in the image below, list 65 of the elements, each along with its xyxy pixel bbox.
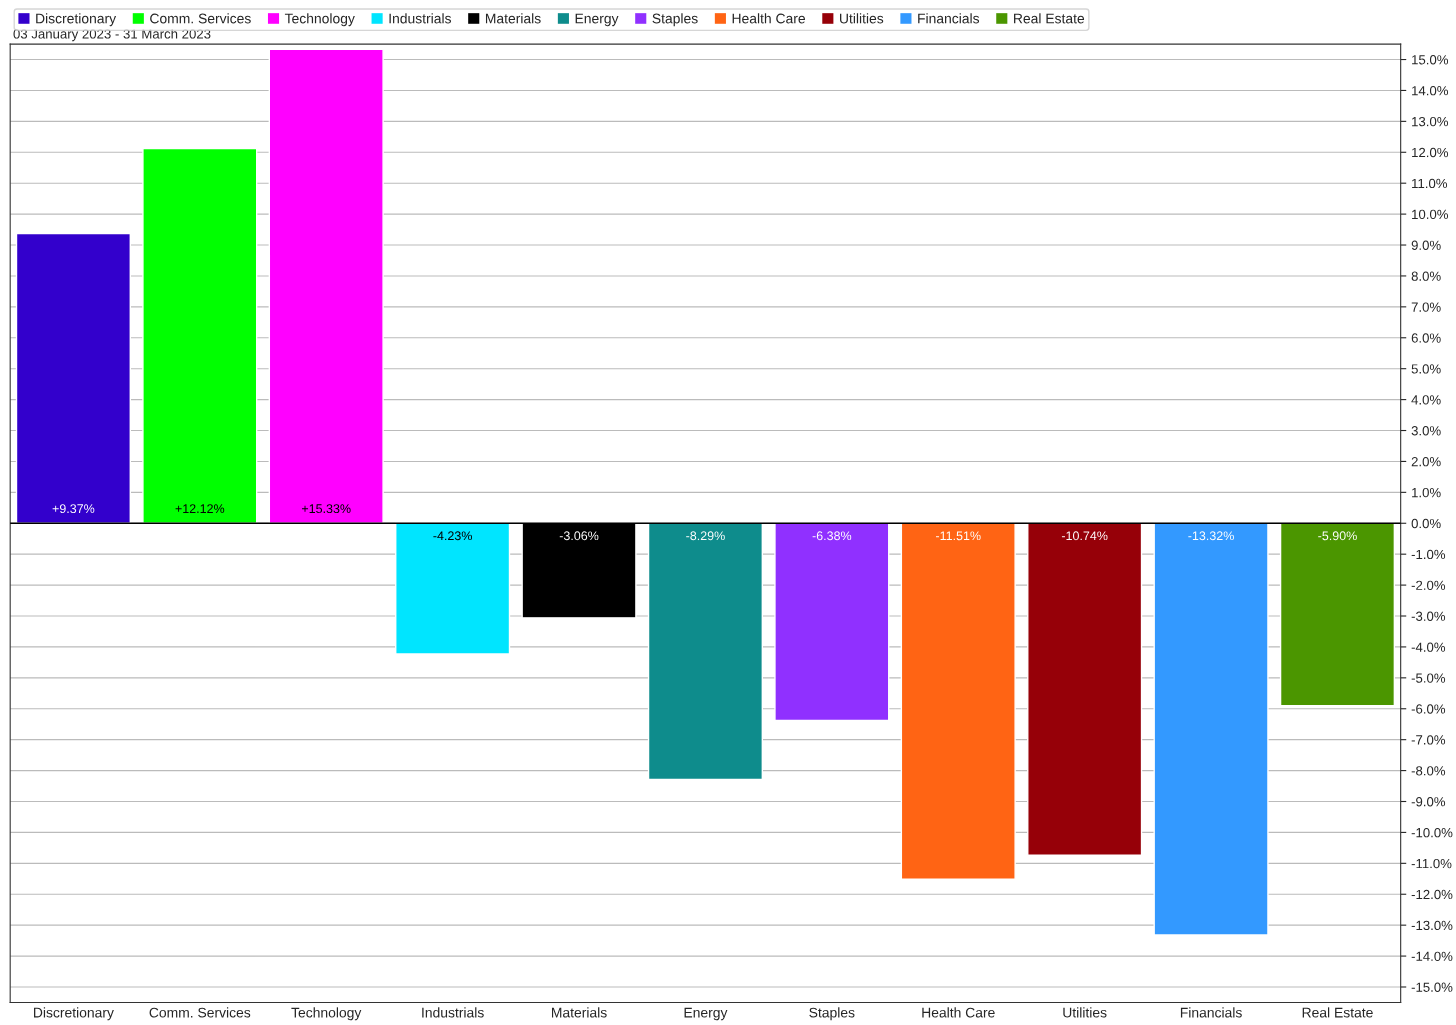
y-tick-label: -11.0% [1411, 858, 1452, 869]
data-label: -3.06% [559, 531, 599, 541]
x-tick-label: Real Estate [1302, 1007, 1373, 1018]
legend-label: Health Care [732, 13, 805, 24]
data-label: -8.29% [686, 531, 725, 541]
legend-label: Real Estate [1014, 13, 1085, 24]
y-tick-label: 14.0% [1412, 86, 1449, 96]
y-tick-label: -12.0% [1411, 889, 1453, 900]
chart-subtitle: 03 January 2023 - 31 March 2023 [13, 28, 211, 42]
x-tick-label: Materials [551, 1007, 607, 1018]
x-tick-label: Industrials [422, 1007, 484, 1018]
data-label: -6.38% [812, 531, 852, 541]
x-tick-label: Utilities [1063, 1007, 1107, 1018]
data-label: +12.12% [175, 504, 225, 514]
y-tick-label: 10.0% [1412, 209, 1449, 220]
y-tick-label: 13.0% [1412, 116, 1449, 127]
y-tick-label: -10.0% [1411, 827, 1453, 838]
legend-label: Comm. Services [150, 13, 251, 24]
y-tick-label: 1.0% [1412, 487, 1441, 498]
y-tick-label: -15.0% [1411, 982, 1453, 992]
legend-label: Industrials [389, 13, 452, 24]
x-tick-label: Energy [684, 1007, 728, 1021]
data-label: +15.33% [301, 504, 351, 514]
y-tick-label: 12.0% [1412, 147, 1449, 158]
y-tick-label: 9.0% [1411, 240, 1441, 250]
x-tick-label: Comm. Services [149, 1007, 251, 1018]
y-tick-label: 0.0% [1411, 518, 1441, 529]
y-tick-label: 8.0% [1411, 271, 1441, 281]
y-tick-label: 3.0% [1411, 426, 1441, 436]
y-tick-label: -4.0% [1411, 642, 1446, 652]
y-tick-label: -13.0% [1411, 920, 1453, 931]
data-label: -5.90% [1318, 531, 1357, 541]
y-tick-label: -3.0% [1411, 611, 1446, 621]
y-tick-label: 7.0% [1411, 302, 1441, 312]
y-tick-label: 2.0% [1411, 457, 1441, 467]
legend-label: Discretionary [36, 13, 117, 27]
y-tick-label: -2.0% [1411, 580, 1446, 590]
x-tick-label: Technology [291, 1007, 362, 1021]
y-tick-label: 4.0% [1411, 395, 1441, 405]
data-label: -4.23% [433, 531, 472, 541]
y-tick-label: -7.0% [1411, 735, 1446, 745]
x-tick-label: Discretionary [34, 1007, 114, 1021]
data-label: -13.32% [1188, 531, 1234, 541]
y-tick-label: -6.0% [1411, 704, 1446, 714]
y-tick-label: -9.0% [1411, 797, 1446, 807]
data-label: -11.51% [935, 531, 981, 541]
legend-label: Financials [918, 13, 980, 24]
legend-label: Staples [652, 13, 698, 27]
y-tick-label: 11.0% [1412, 178, 1448, 189]
x-tick-label: Financials [1180, 1007, 1242, 1018]
legend-label: Materials [485, 13, 541, 24]
legend-label: Energy [575, 13, 619, 27]
data-label: +9.37% [52, 504, 95, 514]
y-tick-label: -8.0% [1411, 766, 1446, 776]
y-tick-label: -5.0% [1411, 673, 1446, 683]
legend-label: Technology [284, 13, 355, 27]
data-label: -10.74% [1061, 531, 1108, 541]
y-tick-label: -1.0% [1411, 549, 1446, 560]
x-tick-label: Health Care [922, 1007, 995, 1018]
y-tick-label: 15.0% [1412, 55, 1449, 65]
x-tick-label: Staples [809, 1007, 855, 1021]
y-tick-label: 6.0% [1411, 333, 1441, 343]
y-tick-label: 5.0% [1411, 364, 1441, 374]
legend-label: Utilities [840, 13, 884, 24]
y-tick-label: -14.0% [1411, 951, 1453, 961]
